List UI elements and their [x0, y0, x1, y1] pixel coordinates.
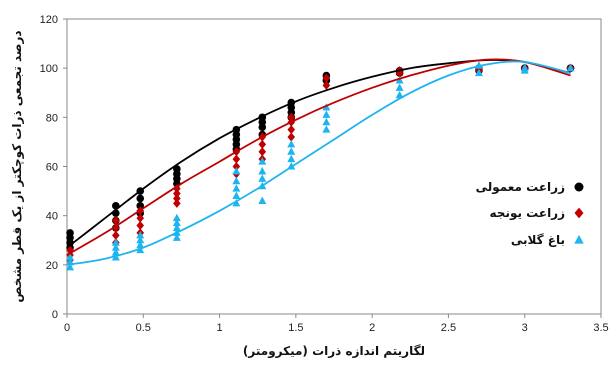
data-point-diamond	[232, 161, 241, 172]
plot-frame	[66, 18, 602, 315]
data-point-circle	[136, 194, 145, 203]
y-tick-label: 60	[46, 162, 58, 174]
data-point-triangle	[136, 235, 145, 244]
data-point-triangle	[232, 199, 241, 207]
data-point-triangle	[111, 243, 120, 251]
data-point-triangle	[66, 253, 75, 261]
y-tick-label: 0	[52, 309, 58, 321]
fit-curves	[66, 58, 571, 266]
x-tick-label: 1	[217, 322, 223, 334]
data-point-triangle	[287, 154, 296, 163]
data-point-triangle	[232, 184, 241, 192]
x-tick-label: 2	[369, 322, 375, 334]
legend-label: زراعت معمولی	[476, 180, 566, 195]
x-tick-label: 0.5	[136, 322, 151, 334]
data-point-diamond	[322, 80, 331, 90]
data-point-circle	[258, 123, 267, 131]
y-tick-label: 100	[40, 63, 58, 75]
data-point-triangle	[322, 110, 331, 118]
data-point-triangle	[395, 90, 404, 99]
data-point-triangle	[111, 238, 120, 246]
y-axis-title: درصد تجمعی ذرات کوچکتر از یک قطر مشخص	[10, 30, 25, 302]
data-point-triangle	[322, 103, 331, 111]
data-point-triangle	[395, 83, 404, 91]
data-point-triangle	[172, 213, 181, 222]
data-point-triangle	[287, 140, 296, 148]
data-point-triangle	[474, 68, 483, 77]
data-point-diamond	[395, 68, 404, 78]
data-point-triangle	[395, 76, 404, 84]
x-axis-title: لگاریتم اندازه ذرات (میکرومتر)	[243, 344, 425, 359]
legend-marker-circle	[574, 182, 584, 192]
legend-marker-diamond	[574, 207, 584, 219]
data-point-diamond	[112, 216, 120, 226]
data-point-triangle	[172, 223, 181, 231]
legend-marker-triangle	[574, 234, 584, 244]
data-point-triangle	[520, 66, 529, 74]
data-point-diamond	[173, 198, 181, 208]
data-point-triangle	[258, 167, 267, 175]
data-point-triangle	[232, 167, 241, 175]
data-point-triangle	[232, 176, 241, 185]
legend-label: زراعت یونجه	[490, 206, 566, 221]
data-point-circle	[136, 202, 145, 210]
data-point-diamond	[287, 112, 296, 122]
data-point-diamond	[173, 188, 181, 199]
data-point-triangle	[258, 196, 267, 204]
y-tick-label: 40	[46, 211, 58, 223]
data-point-diamond	[322, 73, 331, 83]
plot-area-border	[66, 18, 602, 315]
y-tick-label: 80	[46, 112, 58, 124]
data-point-diamond	[287, 132, 296, 142]
x-tick-label: 3	[522, 322, 528, 334]
data-point-diamond	[136, 220, 145, 231]
x-tick-label: 0	[64, 322, 70, 334]
data-point-triangle	[322, 125, 331, 133]
data-point-triangle	[287, 147, 296, 155]
data-point-triangle	[136, 230, 145, 239]
data-point-triangle	[566, 63, 575, 72]
data-point-diamond	[232, 154, 241, 164]
data-point-triangle	[111, 248, 120, 256]
legend-label: باغ گلابی	[511, 233, 565, 247]
data-point-triangle	[232, 191, 241, 200]
data-point-diamond	[112, 230, 120, 240]
data-point-diamond	[173, 193, 181, 204]
data-point-triangle	[322, 117, 331, 126]
data-point-triangle	[66, 262, 75, 271]
fit-curve-1	[66, 58, 571, 256]
legend: زراعت معمولی زراعت یونجه باغ گلابی	[476, 180, 584, 247]
data-point-triangle	[172, 218, 181, 227]
x-tick-label: 2.5	[441, 322, 456, 334]
data-point-diamond	[258, 147, 267, 157]
data-point-diamond	[136, 213, 145, 223]
y-tick-label: 120	[40, 14, 58, 26]
data-point-diamond	[258, 139, 267, 149]
data-point-triangle	[172, 233, 181, 241]
data-point-diamond	[287, 125, 296, 135]
data-point-diamond	[173, 184, 181, 194]
x-tick-label: 3.5	[593, 322, 608, 334]
y-tick-label: 20	[46, 260, 58, 272]
data-point-triangle	[258, 174, 267, 182]
data-point-triangle	[258, 157, 267, 165]
tick-labels: 0 0.5 1 1.5 2 2.5 3 3.5 0 20 40 60 80 100 120	[40, 14, 609, 334]
x-tick-label: 1.5	[288, 322, 303, 334]
data-point-triangle	[136, 240, 145, 249]
fit-curve-2	[66, 60, 571, 266]
